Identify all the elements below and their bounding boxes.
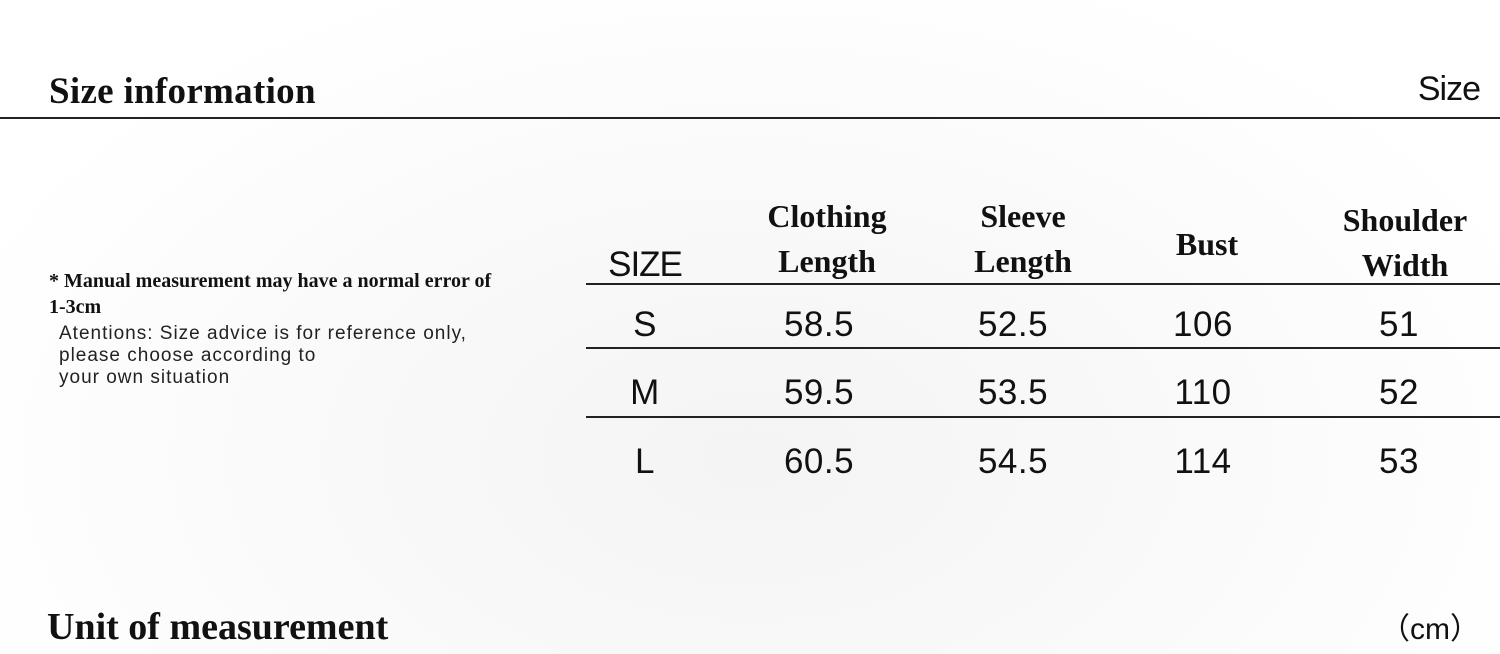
table-cell: S [633,305,657,344]
table-cell: 52.5 [977,305,1049,344]
table-cell: 51 [1379,305,1419,344]
column-header-clothing-length: Clothing Length [767,194,886,284]
table-cell: 114 [1174,442,1232,481]
measurement-note: * Manual measurement may have a normal e… [49,270,492,318]
header-line: Sleeve [980,198,1066,234]
table-cell: L [635,442,655,481]
row-divider [586,283,1500,285]
unit-label: （cm） [1380,613,1480,646]
table-cell: 52 [1379,373,1419,412]
table-cell: 53 [1379,442,1419,481]
divider [0,117,1500,119]
attention-line: Atentions: Size advice is for reference … [59,323,467,344]
header-line: Shoulder [1342,202,1468,238]
header-line: Length [974,243,1072,279]
column-header-size: SIZE [608,245,683,284]
table-cell: 60.5 [783,442,855,481]
row-divider [586,416,1500,418]
page-title: Size information [49,71,316,112]
attention-note: Atentions: Size advice is for reference … [59,323,529,389]
table-cell: 110 [1174,373,1232,412]
table-cell: 59.5 [783,373,855,412]
header-line: Width [1361,247,1449,283]
table-cell: 53.5 [977,373,1049,412]
attention-line: please choose according to [59,345,317,366]
header-line: Clothing [767,198,887,234]
column-header-shoulder-width: Shoulder Width [1343,198,1467,288]
unit-title: Unit of measurement [47,606,389,648]
attention-line: your own situation [59,367,231,388]
table-cell: 54.5 [977,442,1049,481]
column-header-bust: Bust [1175,226,1239,262]
size-label: Size [1417,70,1481,108]
row-divider [586,347,1500,349]
table-cell: 58.5 [783,305,855,344]
table-cell: M [630,373,660,412]
header-line: Length [778,243,876,279]
column-header-sleeve-length: Sleeve Length [974,194,1072,284]
table-cell: 106 [1173,305,1233,344]
